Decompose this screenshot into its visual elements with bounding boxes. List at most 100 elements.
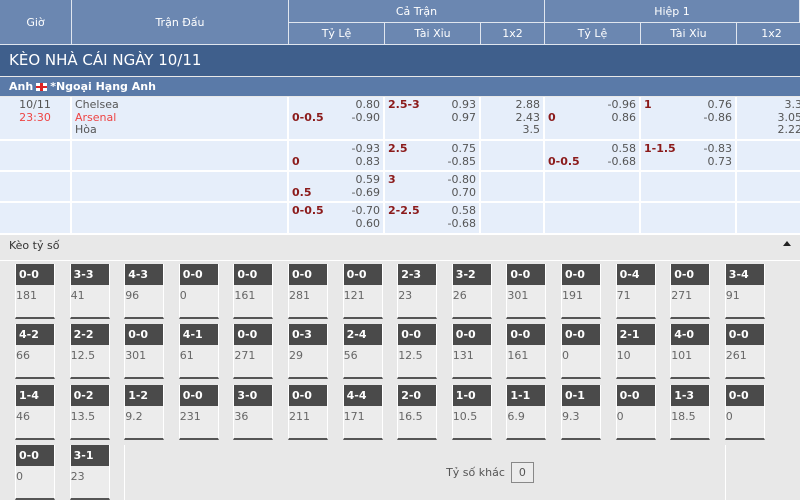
score-cell[interactable]: 0-0 211: [288, 385, 328, 440]
odds-value[interactable]: 0.97: [451, 110, 477, 124]
ft-handicap-cell[interactable]: 0 -0.93 0.83: [289, 141, 385, 172]
ft-handicap-cell[interactable]: 0-0.5 -0.70 0.60: [289, 203, 385, 235]
score-cell[interactable]: 3-1 23: [69, 445, 110, 500]
odds-value[interactable]: -0.83: [703, 142, 732, 155]
score-cell[interactable]: 0-0 121: [342, 264, 383, 319]
h1-over-under-cell[interactable]: [641, 203, 737, 235]
odds-value[interactable]: -0.80: [447, 173, 476, 186]
score-cell[interactable]: 0-0 0: [561, 324, 601, 379]
score-cell[interactable]: 0-3 29: [288, 324, 328, 379]
odds-value[interactable]: 0.83: [355, 154, 381, 168]
odds-value[interactable]: -0.96: [607, 98, 636, 111]
away-team[interactable]: Arsenal: [75, 110, 117, 124]
score-cell[interactable]: 0-0 271: [233, 324, 274, 379]
score-cell[interactable]: 3-2 26: [451, 264, 492, 319]
odds-value[interactable]: 0.76: [707, 98, 733, 111]
odds-value[interactable]: 0.59: [355, 173, 381, 186]
odds-value[interactable]: 0.73: [707, 154, 733, 168]
score-cell[interactable]: 0-0 261: [724, 324, 765, 379]
score-cell[interactable]: 2-3 23: [397, 264, 438, 319]
league-row[interactable]: Anh *Ngoại Hạng Anh: [0, 77, 800, 96]
score-cell[interactable]: 1-2 9.2: [124, 385, 165, 440]
score-cell[interactable]: 0-0 0: [724, 385, 765, 440]
draw-label: Hòa: [75, 123, 97, 136]
score-cell[interactable]: 2-0 16.5: [397, 385, 438, 440]
score-cell[interactable]: 0-0 0: [15, 445, 55, 500]
ft-handicap-cell[interactable]: 0-0.5 0.80 -0.90: [289, 97, 385, 141]
odds-value[interactable]: 0.75: [451, 142, 477, 155]
ft-over-under-cell[interactable]: 2.5-3 0.93 0.97: [385, 97, 481, 141]
score-cell[interactable]: 0-4 71: [615, 264, 656, 319]
score-cell[interactable]: 4-1 61: [178, 324, 219, 379]
score-cell[interactable]: 1-3 18.5: [670, 385, 711, 440]
score-cell[interactable]: 1-0 10.5: [451, 385, 492, 440]
collapse-caret-icon[interactable]: [783, 241, 791, 246]
h1-over-under-cell[interactable]: 1-1.5 -0.83 0.73: [641, 141, 737, 172]
score-cell[interactable]: 0-0 12.5: [397, 324, 438, 379]
odds-value[interactable]: 0.58: [451, 204, 477, 217]
score-cell[interactable]: 0-0 231: [178, 385, 219, 440]
odds-value[interactable]: -0.86: [703, 110, 732, 124]
score-label: 2-0: [398, 385, 437, 406]
score-cell[interactable]: 3-3 41: [69, 264, 110, 319]
score-cell[interactable]: 0-1 9.3: [561, 385, 601, 440]
score-cell[interactable]: 2-4 56: [342, 324, 383, 379]
ft-handicap-cell[interactable]: 0.5 0.59 -0.69: [289, 172, 385, 203]
score-cell[interactable]: 4-3 96: [124, 264, 165, 319]
score-cell[interactable]: 1-4 46: [15, 385, 55, 440]
h1-over-under-cell[interactable]: 1 0.76 -0.86: [641, 97, 737, 141]
line-top: 1: [644, 98, 652, 111]
score-cell[interactable]: 0-0 131: [451, 324, 492, 379]
odds-value[interactable]: 3.3: [784, 98, 800, 111]
ft-over-under-cell[interactable]: 2.5 0.75 -0.85: [385, 141, 481, 172]
h1-handicap-cell[interactable]: 0 -0.96 0.86: [545, 97, 641, 141]
ft-over-under-cell[interactable]: 3 -0.80 0.70: [385, 172, 481, 203]
score-cell[interactable]: 2-2 12.5: [69, 324, 110, 379]
odds-value[interactable]: -0.68: [607, 154, 636, 168]
score-odds: 231: [179, 410, 201, 423]
odds-value[interactable]: -0.70: [351, 204, 380, 217]
home-team[interactable]: Chelsea: [75, 98, 119, 111]
score-cell[interactable]: 0-0 281: [288, 264, 328, 319]
odds-value[interactable]: 0.60: [355, 216, 381, 230]
odds-value[interactable]: 0.86: [611, 110, 637, 124]
h1-over-under-cell[interactable]: [641, 172, 737, 203]
other-score-value[interactable]: 0: [510, 462, 534, 483]
score-cell[interactable]: 0-0 181: [15, 264, 55, 319]
odds-value[interactable]: 0.58: [611, 142, 637, 155]
score-cell[interactable]: 3-4 91: [724, 264, 765, 319]
score-cell[interactable]: 0-0 161: [506, 324, 547, 379]
odds-value[interactable]: 0.70: [451, 185, 477, 199]
score-cell[interactable]: 0-0 271: [670, 264, 711, 319]
score-cell[interactable]: 1-1 6.9: [506, 385, 547, 440]
score-cell[interactable]: 0-0 0: [615, 385, 656, 440]
score-cell[interactable]: 0-2 13.5: [69, 385, 110, 440]
odds-value[interactable]: -0.68: [447, 216, 476, 230]
odds-value[interactable]: 0.93: [451, 98, 477, 111]
score-cell[interactable]: 4-0 101: [670, 324, 711, 379]
ft-over-under-cell[interactable]: 2-2.5 0.58 -0.68: [385, 203, 481, 235]
odds-value[interactable]: 2.22: [777, 123, 800, 136]
score-cell[interactable]: 4-2 66: [15, 324, 55, 379]
odds-value[interactable]: -0.85: [447, 154, 476, 168]
score-cell[interactable]: 0-0 0: [178, 264, 219, 319]
odds-value[interactable]: -0.90: [351, 110, 380, 124]
score-cell[interactable]: 4-4 171: [342, 385, 383, 440]
score-cell[interactable]: 0-0 301: [506, 264, 547, 319]
score-cell[interactable]: 3-0 36: [233, 385, 274, 440]
odds-value[interactable]: 3.05: [777, 110, 800, 124]
score-cell[interactable]: 0-0 161: [233, 264, 274, 319]
h1-handicap-cell[interactable]: 0-0.5 0.58 -0.68: [545, 141, 641, 172]
odds-value[interactable]: 0.80: [355, 98, 381, 111]
score-cell[interactable]: 0-0 191: [561, 264, 601, 319]
odds-value[interactable]: 2.43: [515, 110, 541, 124]
score-cell[interactable]: 2-1 10: [615, 324, 656, 379]
h1-handicap-cell[interactable]: [545, 203, 641, 235]
odds-value[interactable]: -0.93: [351, 142, 380, 155]
score-cell[interactable]: 0-0 301: [124, 324, 165, 379]
odds-value[interactable]: 2.88: [515, 98, 541, 111]
odds-value[interactable]: -0.69: [351, 185, 380, 199]
odds-value[interactable]: 3.5: [522, 123, 541, 136]
score-section-header[interactable]: Kèo tỷ số: [0, 235, 800, 261]
h1-handicap-cell[interactable]: [545, 172, 641, 203]
